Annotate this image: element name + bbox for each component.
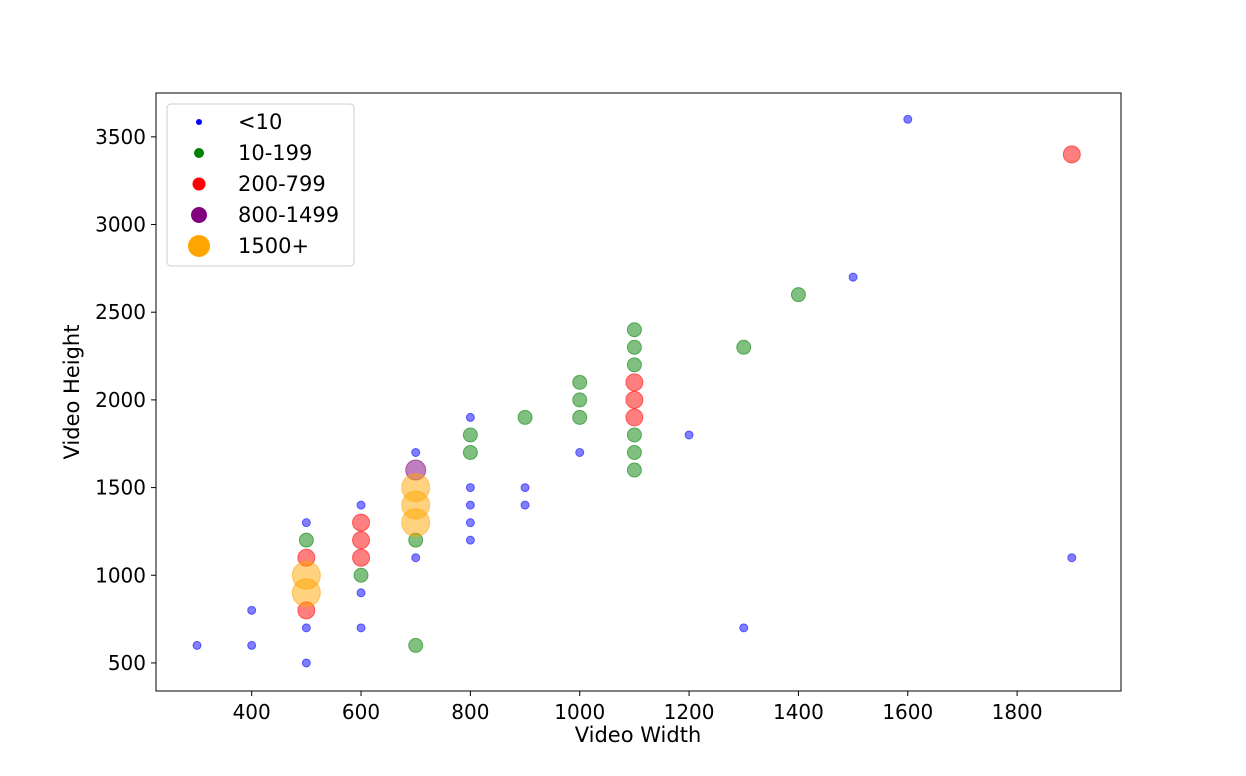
point-series-1-6 xyxy=(517,409,533,425)
legend-marker-4 xyxy=(188,235,210,257)
y-tick-label-1: 1000 xyxy=(95,563,146,587)
point-series-1-5 xyxy=(462,445,478,461)
point-series-0-6 xyxy=(356,500,366,510)
legend-label-4: 1500+ xyxy=(238,234,309,258)
point-series-2-4 xyxy=(352,548,371,567)
x-tick-label-2: 800 xyxy=(451,700,489,724)
point-series-1-9 xyxy=(572,409,588,425)
point-series-1-12 xyxy=(626,357,642,373)
point-series-0-15 xyxy=(465,535,475,545)
point-series-1-4 xyxy=(462,427,478,443)
point-series-0-21 xyxy=(848,272,858,282)
point-series-1-14 xyxy=(626,445,642,461)
point-series-0-13 xyxy=(465,500,475,510)
point-series-0-1 xyxy=(247,605,257,615)
point-series-0-16 xyxy=(520,483,530,493)
y-tick-label-5: 3000 xyxy=(95,213,146,237)
points-layer xyxy=(192,114,1081,668)
legend-marker-3 xyxy=(191,207,207,223)
y-axis-ticks: 500 1000 1500 2000 2500 3000 3500 xyxy=(95,125,156,675)
point-series-1-7 xyxy=(572,374,588,390)
point-series-0-18 xyxy=(575,448,585,458)
point-series-4-4 xyxy=(401,508,431,538)
point-series-2-8 xyxy=(1062,145,1081,164)
point-series-0-22 xyxy=(903,114,913,124)
point-series-0-7 xyxy=(356,588,366,598)
plot-frame xyxy=(155,92,1122,692)
x-tick-label-4: 1200 xyxy=(664,700,715,724)
x-tick-label-7: 1800 xyxy=(992,700,1043,724)
y-tick-label-2: 1500 xyxy=(95,476,146,500)
point-series-1-3 xyxy=(408,637,424,653)
point-series-4-1 xyxy=(291,578,321,608)
point-series-0-5 xyxy=(301,658,311,668)
point-series-0-17 xyxy=(520,500,530,510)
y-tick-label-4: 2500 xyxy=(95,300,146,324)
legend-label-3: 800-1499 xyxy=(238,203,339,227)
legend-marker-1 xyxy=(194,148,204,158)
point-series-1-15 xyxy=(626,462,642,478)
point-series-1-16 xyxy=(736,339,752,355)
point-series-0-0 xyxy=(192,640,202,650)
x-tick-label-1: 600 xyxy=(342,700,380,724)
point-series-1-8 xyxy=(572,392,588,408)
point-series-2-3 xyxy=(352,531,371,550)
x-tick-label-5: 1400 xyxy=(773,700,824,724)
point-series-0-2 xyxy=(247,640,257,650)
point-series-1-10 xyxy=(626,322,642,338)
legend-label-2: 200-799 xyxy=(238,172,326,196)
point-series-1-17 xyxy=(790,287,806,303)
legend-items: <10 10-199 200-799 800-1499 1500+ xyxy=(188,110,339,258)
legend: <10 10-199 200-799 800-1499 1500+ xyxy=(166,103,355,267)
point-series-2-7 xyxy=(625,408,644,427)
point-series-1-1 xyxy=(353,567,369,583)
point-series-0-14 xyxy=(465,518,475,528)
point-series-0-12 xyxy=(465,483,475,493)
point-series-2-6 xyxy=(625,390,644,409)
point-series-0-9 xyxy=(411,448,421,458)
point-series-1-11 xyxy=(626,339,642,355)
point-series-2-5 xyxy=(625,373,644,392)
y-tick-label-3: 2000 xyxy=(95,388,146,412)
legend-label-1: 10-199 xyxy=(238,141,312,165)
x-axis-ticks: 400 600 800 1000 1200 1400 1600 1800 xyxy=(233,691,1043,724)
y-tick-label-6: 3500 xyxy=(95,125,146,149)
point-series-2-2 xyxy=(352,513,371,532)
x-tick-label-0: 400 xyxy=(233,700,271,724)
point-series-0-10 xyxy=(411,553,421,563)
point-series-0-4 xyxy=(301,623,311,633)
point-series-0-20 xyxy=(739,623,749,633)
legend-marker-0 xyxy=(196,119,202,125)
point-series-0-19 xyxy=(684,430,694,440)
point-series-0-3 xyxy=(301,518,311,528)
legend-box xyxy=(166,103,355,267)
point-series-0-23 xyxy=(1067,553,1077,563)
y-tick-label-0: 500 xyxy=(108,651,146,675)
x-tick-label-6: 1600 xyxy=(882,700,933,724)
legend-marker-2 xyxy=(192,177,206,191)
point-series-0-11 xyxy=(465,412,475,422)
point-series-1-13 xyxy=(626,427,642,443)
legend-label-0: <10 xyxy=(238,110,282,134)
point-series-0-8 xyxy=(356,623,366,633)
x-axis-label: Video Width xyxy=(575,723,702,747)
y-axis-label: Video Height xyxy=(60,325,84,460)
x-tick-label-3: 1000 xyxy=(554,700,605,724)
point-series-1-0 xyxy=(298,532,314,548)
